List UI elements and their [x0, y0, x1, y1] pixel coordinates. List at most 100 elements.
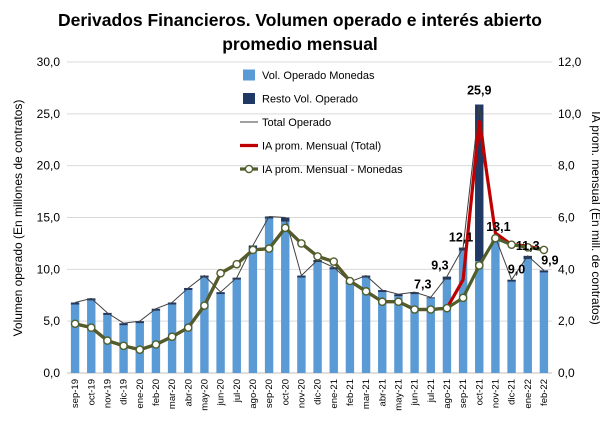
- bar-vol-monedas: [281, 221, 290, 373]
- x-tick-label: ene-22: [523, 379, 534, 409]
- x-tick-label: dic-19: [119, 379, 130, 405]
- y-tick-label: 20,0: [37, 159, 61, 173]
- bar-resto-vol: [507, 279, 516, 282]
- point-ia-monedas: [151, 340, 161, 349]
- x-tick-label: jun-21: [410, 379, 421, 406]
- y-axis-title: Volumen operado (En millones de contrato…: [11, 100, 25, 337]
- point-ia-monedas: [345, 276, 355, 286]
- bar-vol-monedas: [523, 258, 532, 373]
- bar-vol-monedas: [297, 277, 306, 373]
- bar-resto-vol: [200, 275, 209, 278]
- bar-resto-vol: [313, 260, 322, 263]
- data-label: 9,9: [541, 253, 558, 267]
- x-tick-label: ago-21: [442, 379, 453, 409]
- point-ia-monedas: [458, 293, 468, 303]
- x-tick-label: nov-20: [296, 379, 307, 408]
- data-label: 13,1: [486, 220, 510, 234]
- y2-tick-label: 8,0: [558, 159, 575, 173]
- point-ia-monedas: [216, 268, 225, 278]
- point-ia-monedas: [264, 244, 274, 253]
- y2-tick-label: 4,0: [558, 262, 575, 276]
- point-ia-monedas: [200, 301, 209, 310]
- bar-resto-vol: [378, 290, 387, 293]
- bar-resto-vol: [442, 276, 452, 280]
- point-ia-monedas: [491, 233, 500, 243]
- chart-title-line-2: promedio mensual: [222, 34, 378, 54]
- y2-axis-title: IA prom. mensual (En mill. de contratos): [589, 111, 600, 324]
- bar-resto-vol: [426, 297, 435, 299]
- y2-tick-label: 6,0: [558, 211, 575, 225]
- x-tick-label: ene-20: [135, 379, 146, 409]
- y2-tick-label: 12,0: [558, 55, 582, 69]
- x-tick-label: may-21: [393, 379, 404, 411]
- bar-vol-monedas: [248, 248, 258, 373]
- x-tick-label: mar-21: [361, 379, 372, 409]
- bar-vol-monedas: [345, 283, 355, 373]
- x-tick-label: dic-20: [313, 379, 324, 405]
- y-tick-label: 15,0: [37, 211, 61, 225]
- bar-resto-vol: [361, 275, 371, 278]
- legend-label: Total Operado: [262, 117, 331, 129]
- legend-marker: [244, 164, 254, 174]
- bar-resto-vol: [329, 267, 338, 270]
- x-tick-label: abr-20: [183, 379, 194, 406]
- point-ia-monedas: [394, 297, 403, 307]
- y2-tick-label: 2,0: [558, 314, 575, 328]
- bar-resto-vol: [135, 321, 144, 324]
- y-tick-label: 10,0: [37, 262, 61, 276]
- point-ia-monedas: [119, 341, 128, 351]
- bar-resto-vol: [410, 292, 419, 295]
- point-ia-monedas: [135, 345, 145, 354]
- point-ia-monedas: [232, 259, 242, 269]
- point-ia-monedas: [297, 239, 306, 248]
- bar-resto-vol: [103, 312, 112, 315]
- bar-resto-vol: [119, 323, 128, 326]
- point-ia-monedas: [329, 257, 339, 266]
- x-tick-label: dic-21: [507, 379, 518, 405]
- point-ia-monedas: [313, 252, 322, 261]
- x-tick-label: sep-21: [458, 379, 469, 408]
- data-label: 7,3: [414, 277, 431, 291]
- point-ia-monedas: [167, 332, 177, 342]
- bar-resto-vol: [281, 217, 290, 222]
- x-tick-label: abr-21: [377, 379, 388, 406]
- bar-resto-vol: [87, 298, 96, 301]
- x-tick-label: nov-19: [102, 379, 113, 408]
- x-tick-label: feb-20: [151, 379, 162, 406]
- bar-vol-monedas: [394, 296, 403, 373]
- bar-resto-vol: [458, 247, 468, 251]
- bar-vol-monedas: [458, 250, 468, 373]
- legend: Vol. Operado Monedas Resto Vol. Operado To…: [240, 69, 403, 176]
- legend-label: IA prom. Mensual - Monedas: [262, 164, 403, 176]
- bar-vol-monedas: [264, 218, 274, 373]
- x-tick-label: jul-21: [426, 379, 437, 403]
- point-ia-monedas: [410, 305, 419, 314]
- y2-tick-label: 10,0: [558, 107, 582, 121]
- bar-vol-monedas: [410, 294, 419, 373]
- x-tick-label: ene-21: [329, 379, 340, 409]
- bar-resto-vol: [216, 292, 225, 295]
- bar-resto-vol: [523, 255, 532, 259]
- bar-resto-vol: [70, 302, 80, 305]
- bar-vol-monedas: [475, 261, 484, 373]
- legend-label: Vol. Operado Monedas: [262, 70, 375, 82]
- data-label: 9,0: [508, 263, 525, 277]
- bar-resto-vol: [232, 277, 241, 280]
- bar-vol-monedas: [232, 279, 241, 373]
- bar-resto-vol: [184, 287, 193, 291]
- data-label: 12,1: [449, 231, 473, 245]
- legend-label: IA prom. Mensual (Total): [262, 141, 381, 153]
- y-tick-label: 30,0: [37, 55, 61, 69]
- x-tick-label: may-20: [199, 379, 210, 411]
- bar-vol-monedas: [361, 277, 371, 373]
- point-ia-monedas: [474, 261, 484, 270]
- point-ia-monedas: [507, 240, 516, 250]
- point-ia-monedas: [70, 319, 80, 329]
- x-tick-label: jun-20: [216, 379, 227, 406]
- point-ia-monedas: [183, 323, 193, 332]
- x-tick-label: oct-21: [474, 379, 485, 405]
- bar-vol-monedas: [70, 304, 80, 373]
- point-ia-monedas: [377, 297, 387, 307]
- plot-area: 0,0 5,0 10,0 15,0 20,0 25,0 30,0 0,0 2,0 4,0 6,0 8,…: [37, 55, 582, 411]
